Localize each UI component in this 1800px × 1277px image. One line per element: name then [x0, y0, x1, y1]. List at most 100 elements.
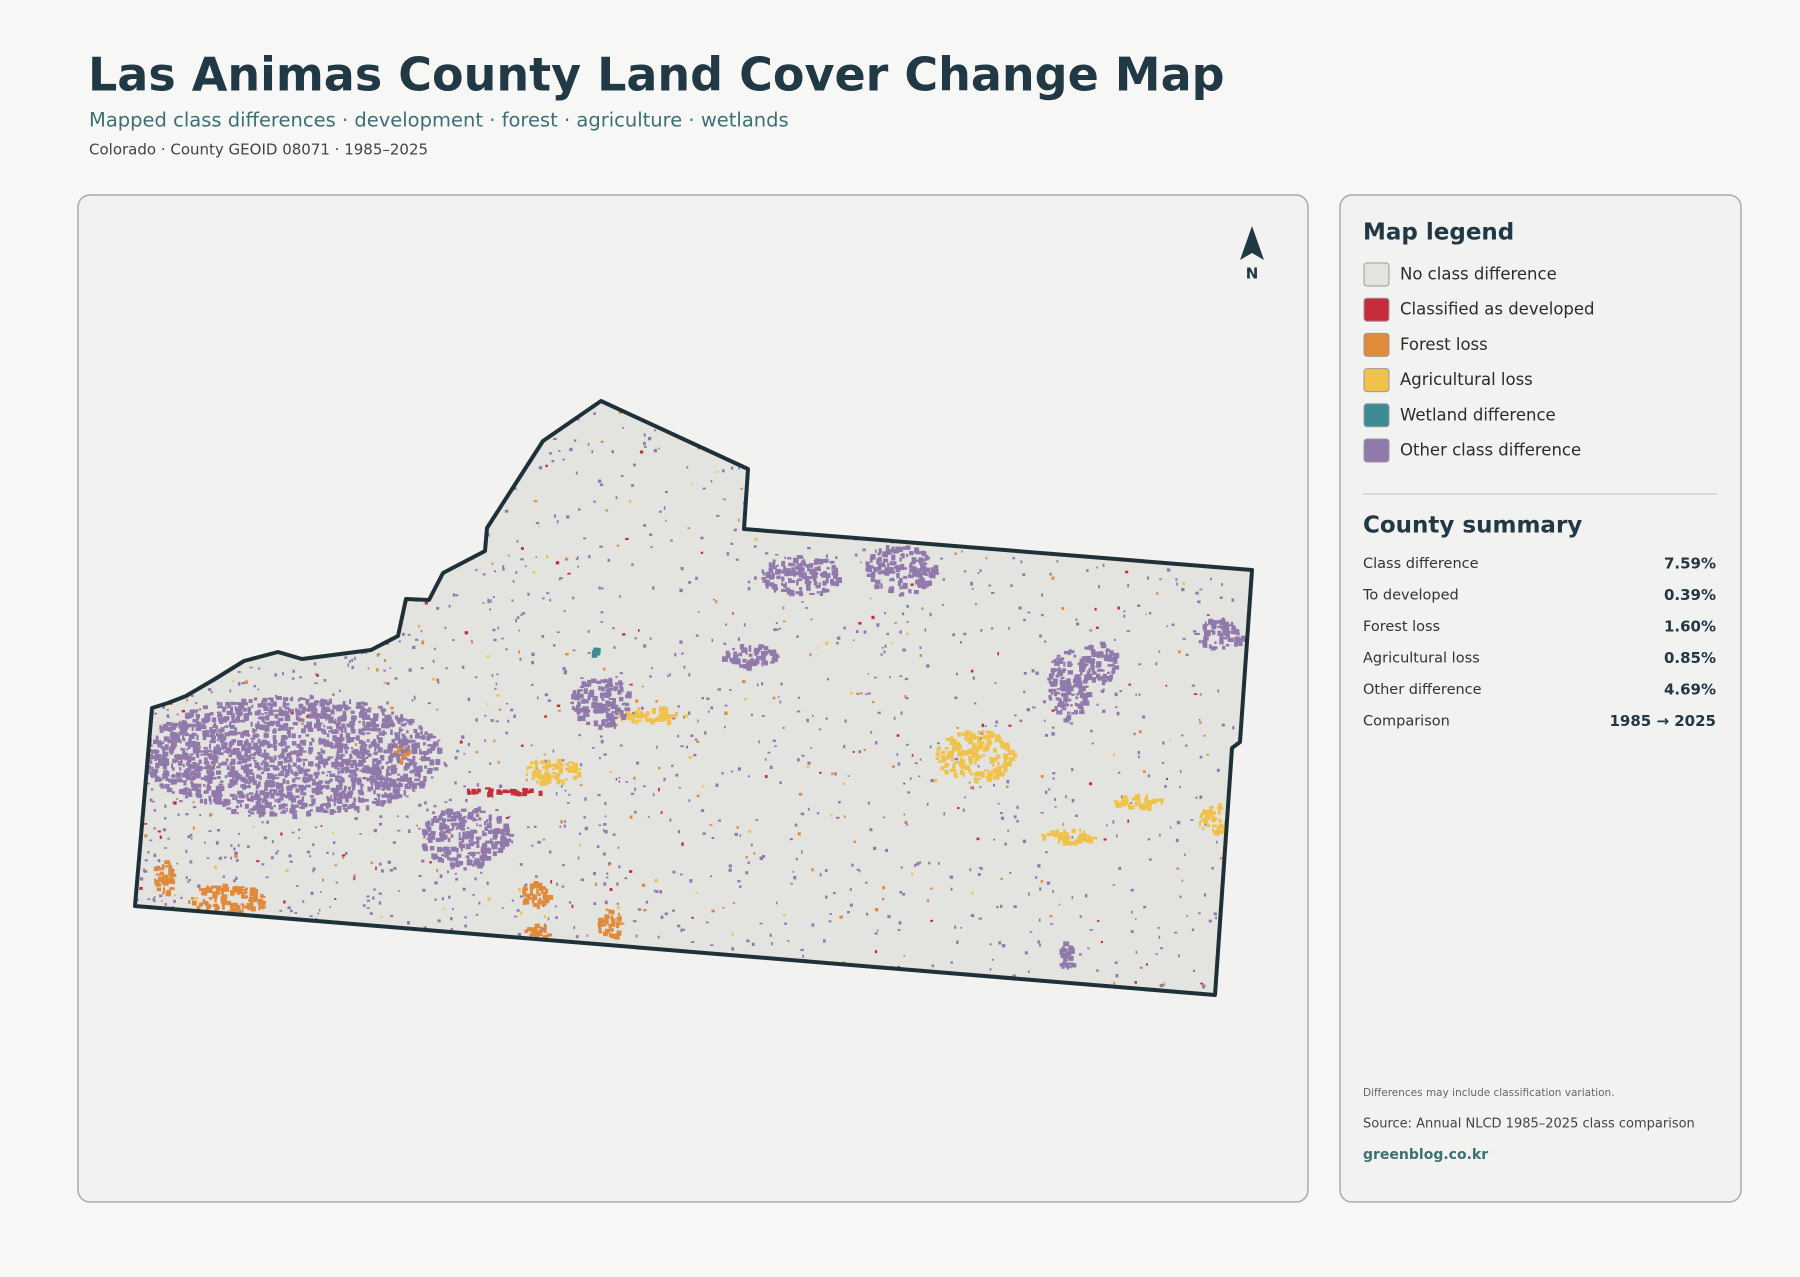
change-patch [969, 772, 974, 776]
change-patch [167, 779, 171, 783]
change-patch [270, 792, 275, 796]
change-patch [953, 748, 960, 752]
change-patch [381, 710, 385, 714]
change-patch [531, 771, 534, 777]
change-patch [1209, 810, 1214, 813]
change-patch [1137, 796, 1141, 802]
change-patch [308, 761, 314, 767]
change-patch [754, 650, 758, 656]
change-speck [487, 897, 491, 901]
change-speck [1118, 866, 1122, 871]
change-patch [336, 792, 341, 796]
change-patch [274, 798, 277, 803]
change-speck [772, 696, 776, 700]
change-speck [796, 710, 801, 713]
change-speck [782, 914, 786, 917]
change-speck [489, 762, 492, 765]
change-speck [969, 786, 973, 790]
change-patch [345, 760, 349, 766]
change-speck [569, 447, 573, 452]
change-speck [171, 791, 175, 794]
change-speck [993, 783, 996, 787]
change-patch [363, 765, 370, 771]
change-patch [261, 718, 265, 722]
change-patch [650, 718, 656, 725]
change-speck [898, 593, 901, 597]
change-speck [593, 871, 596, 876]
change-speck [565, 653, 569, 656]
change-patch [336, 706, 342, 712]
change-speck [1166, 568, 1171, 572]
change-speck [192, 806, 197, 809]
change-speck [1130, 888, 1134, 892]
change-patch [928, 580, 933, 586]
change-speck [431, 677, 436, 681]
change-patch [900, 592, 905, 597]
change-patch [902, 586, 905, 589]
change-patch [238, 799, 245, 803]
change-patch [270, 795, 275, 799]
change-speck [206, 857, 210, 860]
change-speck [408, 668, 412, 672]
change-patch [244, 730, 250, 736]
change-speck [423, 926, 427, 929]
change-speck [556, 882, 559, 886]
change-patch [1218, 826, 1221, 832]
change-patch [237, 707, 243, 712]
change-patch [394, 752, 398, 757]
change-speck [591, 450, 594, 454]
change-patch [1083, 680, 1088, 684]
change-patch [344, 808, 348, 813]
change-patch [415, 767, 420, 774]
change-patch [254, 762, 260, 769]
change-patch [553, 774, 560, 780]
change-speck [671, 764, 674, 767]
change-patch [394, 715, 399, 720]
change-patch [330, 745, 336, 749]
change-patch [320, 748, 323, 753]
change-patch [561, 779, 565, 785]
change-speck [1054, 806, 1057, 808]
change-patch [1113, 665, 1120, 670]
change-patch [538, 882, 543, 887]
change-patch [155, 762, 160, 769]
change-patch [999, 740, 1004, 744]
change-speck [657, 767, 661, 770]
change-speck [649, 675, 652, 678]
change-patch [1066, 711, 1071, 714]
change-patch [990, 732, 995, 739]
change-patch [313, 700, 317, 705]
change-patch [955, 746, 959, 750]
change-speck [309, 855, 312, 858]
change-speck [1089, 782, 1093, 786]
change-speck [185, 849, 188, 854]
change-patch [284, 765, 288, 768]
change-patch [996, 770, 1000, 775]
change-patch [229, 740, 235, 746]
change-speck [653, 889, 656, 893]
change-speck [856, 868, 860, 871]
change-patch [427, 744, 432, 747]
change-speck [817, 646, 819, 649]
change-speck [818, 728, 822, 731]
change-speck [563, 824, 566, 828]
change-patch [826, 567, 830, 570]
change-speck [806, 765, 810, 769]
change-patch [1087, 674, 1092, 681]
change-patch [1048, 688, 1052, 693]
change-speck [496, 673, 499, 676]
change-patch [393, 783, 399, 789]
change-patch [741, 647, 748, 653]
change-speck [237, 682, 241, 686]
change-speck [518, 629, 521, 632]
change-speck [858, 869, 861, 873]
change-patch [373, 713, 379, 718]
change-patch [432, 741, 439, 747]
change-patch [279, 741, 285, 747]
change-patch [530, 888, 534, 894]
change-patch [218, 728, 223, 733]
change-speck [495, 808, 499, 812]
change-patch [1071, 828, 1076, 834]
change-speck [688, 755, 692, 759]
change-patch [191, 733, 198, 736]
